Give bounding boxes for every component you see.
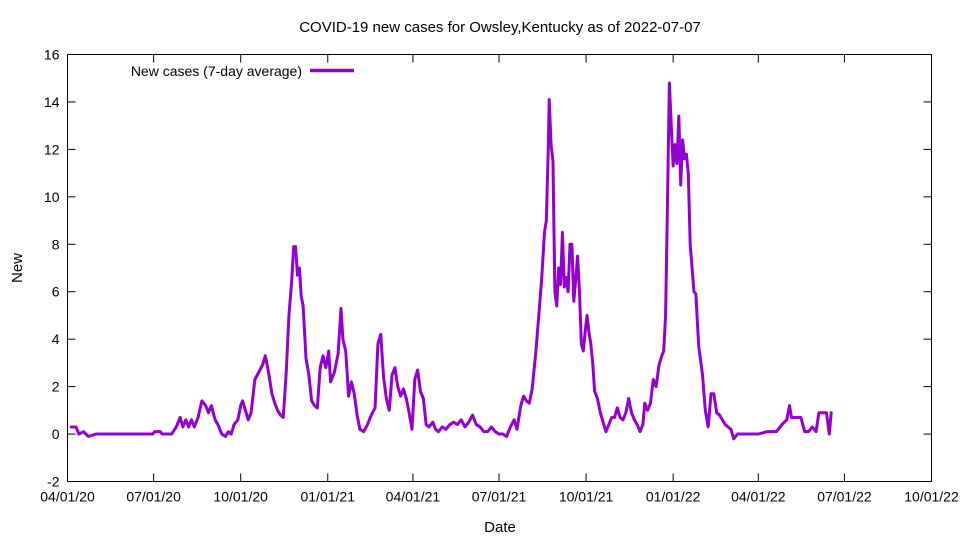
y-tick-label: 10 — [44, 189, 60, 205]
y-tick-label: 2 — [52, 379, 60, 395]
x-tick-label: 10/01/21 — [559, 489, 614, 505]
y-tick-label: 14 — [44, 94, 60, 110]
x-tick-label: 07/01/21 — [472, 489, 527, 505]
x-tick-label: 10/01/20 — [213, 489, 268, 505]
legend-label: New cases (7-day average) — [131, 63, 302, 79]
x-tick-label: 04/01/21 — [386, 489, 441, 505]
y-axis: -2 0 2 4 6 8 10 12 14 16 — [44, 47, 932, 490]
y-tick-label: 4 — [52, 331, 60, 347]
x-axis-label: Date — [484, 519, 516, 536]
x-tick-label: 01/01/22 — [646, 489, 701, 505]
y-tick-label: 16 — [44, 47, 60, 63]
x-tick-label: 07/01/22 — [817, 489, 872, 505]
y-tick-label: 8 — [52, 236, 60, 252]
x-tick-label: 04/01/20 — [40, 489, 95, 505]
series-line-new-cases — [69, 81, 833, 441]
x-axis: 04/01/20 07/01/20 10/01/20 01/01/21 04/01/21… — [40, 54, 959, 505]
x-tick-label: 04/01/22 — [731, 489, 786, 505]
y-axis-label: New — [9, 253, 26, 283]
y-tick-label: 6 — [52, 284, 60, 300]
y-tick-label: -2 — [47, 474, 60, 490]
y-tick-label: 12 — [44, 141, 60, 157]
chart-title: COVID-19 new cases for Owsley,Kentucky a… — [299, 19, 701, 36]
x-tick-label: 01/01/21 — [300, 489, 355, 505]
x-tick-label: 10/01/22 — [904, 489, 959, 505]
x-tick-label: 07/01/20 — [126, 489, 181, 505]
legend: New cases (7-day average) — [131, 63, 354, 79]
y-tick-label: 0 — [52, 426, 60, 442]
